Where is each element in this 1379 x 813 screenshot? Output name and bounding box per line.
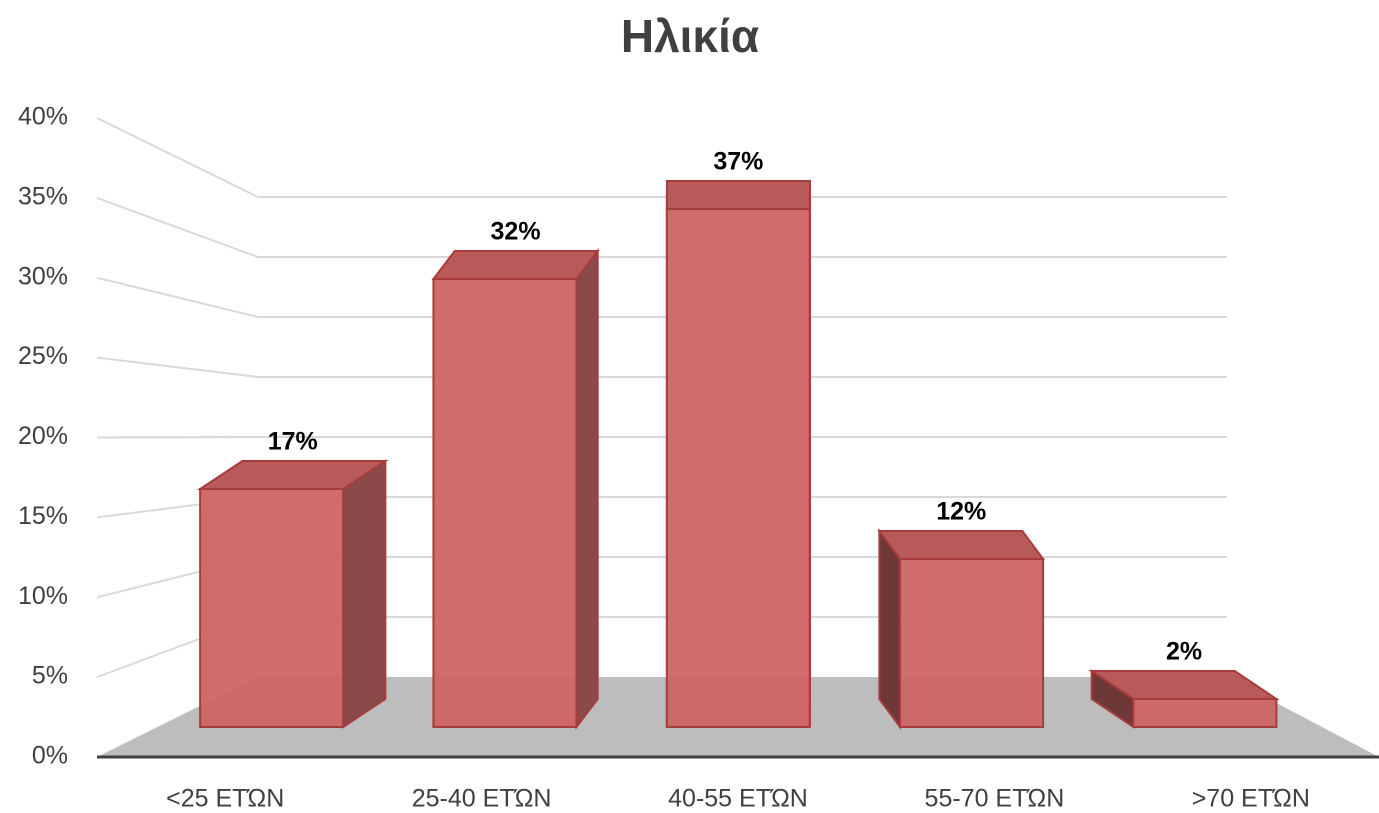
bar-top — [431, 250, 600, 280]
bar-side — [878, 527, 902, 731]
grid-line — [96, 117, 1227, 198]
bar — [665, 208, 811, 728]
bar-side — [575, 248, 599, 730]
value-label: 17% — [268, 428, 318, 456]
y-tick-label: 15% — [18, 502, 68, 530]
x-tick-label: 25-40 ΕΤΏΝ — [412, 785, 552, 813]
y-tick-label: 35% — [18, 182, 68, 210]
bar-side — [342, 459, 387, 729]
y-tick-label: 10% — [18, 582, 68, 610]
x-tick-label: <25 ΕΤΏΝ — [166, 785, 284, 813]
y-tick-label: 20% — [18, 422, 68, 450]
grid-line — [96, 276, 1227, 318]
bar — [899, 558, 1045, 728]
bar — [432, 278, 578, 728]
bar — [1132, 698, 1278, 728]
y-tick-label: 0% — [32, 742, 68, 770]
bar — [199, 488, 345, 728]
x-tick-label: >70 ΕΤΏΝ — [1192, 785, 1310, 813]
grid-line — [96, 196, 1227, 258]
bar-top — [665, 180, 812, 210]
grid-line — [96, 356, 1227, 378]
value-label: 32% — [491, 218, 541, 246]
x-tick-label: 40-55 ΕΤΏΝ — [668, 785, 808, 813]
value-label: 2% — [1166, 638, 1202, 666]
y-tick-label: 40% — [18, 103, 68, 131]
y-tick-label: 30% — [18, 262, 68, 290]
value-label: 12% — [936, 498, 986, 526]
bar-top — [877, 530, 1046, 560]
y-tick-label: 25% — [18, 342, 68, 370]
grid-line — [96, 436, 1227, 439]
y-tick-label: 5% — [32, 662, 68, 690]
value-label: 37% — [713, 148, 763, 176]
x-tick-label: 55-70 ΕΤΏΝ — [925, 785, 1065, 813]
chart-title: Ηλικία — [621, 10, 759, 62]
